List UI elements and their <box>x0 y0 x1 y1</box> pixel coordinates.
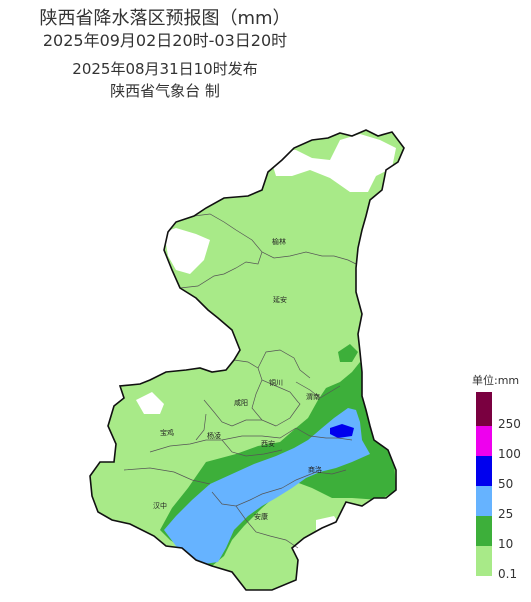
city-label-yulin: 榆林 <box>272 237 286 246</box>
title-line4: 陕西省气象台 制 <box>110 82 220 100</box>
light-rain-area <box>90 130 404 590</box>
legend-swatch-25 <box>476 486 492 516</box>
city-label-xian: 西安 <box>261 439 275 448</box>
legend-swatch-250 <box>476 392 492 426</box>
city-label-yangling: 杨凌 <box>207 431 221 440</box>
legend-swatch-10 <box>476 516 492 546</box>
legend-tick-10: 10 <box>498 537 514 551</box>
rainstorm-area <box>330 424 354 438</box>
legend-tick-250: 250 <box>498 417 521 431</box>
title-line2: 2025年09月02日20时-03日20时 <box>42 31 288 50</box>
legend-swatch-50 <box>476 456 492 486</box>
legend-tick-100: 100 <box>498 447 521 461</box>
heavy-rain-area <box>164 408 370 564</box>
city-label-ankang: 安康 <box>254 512 268 521</box>
legend-tick-25: 25 <box>498 507 514 521</box>
title-line3: 2025年08月31日10时发布 <box>72 60 258 78</box>
legend-swatch-100 <box>476 426 492 456</box>
city-label-yanan: 延安 <box>273 295 287 304</box>
legend-tick-0.1: 0.1 <box>498 567 518 581</box>
legend-title: 单位:mm <box>472 374 520 387</box>
no-rain-area-west <box>136 392 164 414</box>
city-label-hanzhong: 汉中 <box>153 501 167 510</box>
precipitation-legend: 单位:mm 250 100 50 25 10 0.1 <box>472 372 528 582</box>
no-rain-area-northeast <box>268 134 396 192</box>
legend-tick-50: 50 <box>498 477 514 491</box>
city-label-shangluo: 商洛 <box>308 465 322 474</box>
province-outline <box>89 129 405 591</box>
legend-swatch-0.1 <box>476 546 492 576</box>
title-line1: 陕西省降水落区预报图（mm） <box>39 8 291 29</box>
city-label-baoji: 宝鸡 <box>160 428 174 437</box>
no-rain-area-north <box>164 228 210 274</box>
city-label-tongchuan: 铜川 <box>269 378 283 387</box>
map-title: 陕西省降水落区预报图（mm） 2025年09月02日20时-03日20时 202… <box>0 8 330 102</box>
city-borders <box>123 213 357 549</box>
moderate-rain-area-small <box>338 344 358 362</box>
city-label-weinan: 渭南 <box>306 392 320 401</box>
city-label-xianyang: 咸阳 <box>234 398 248 407</box>
